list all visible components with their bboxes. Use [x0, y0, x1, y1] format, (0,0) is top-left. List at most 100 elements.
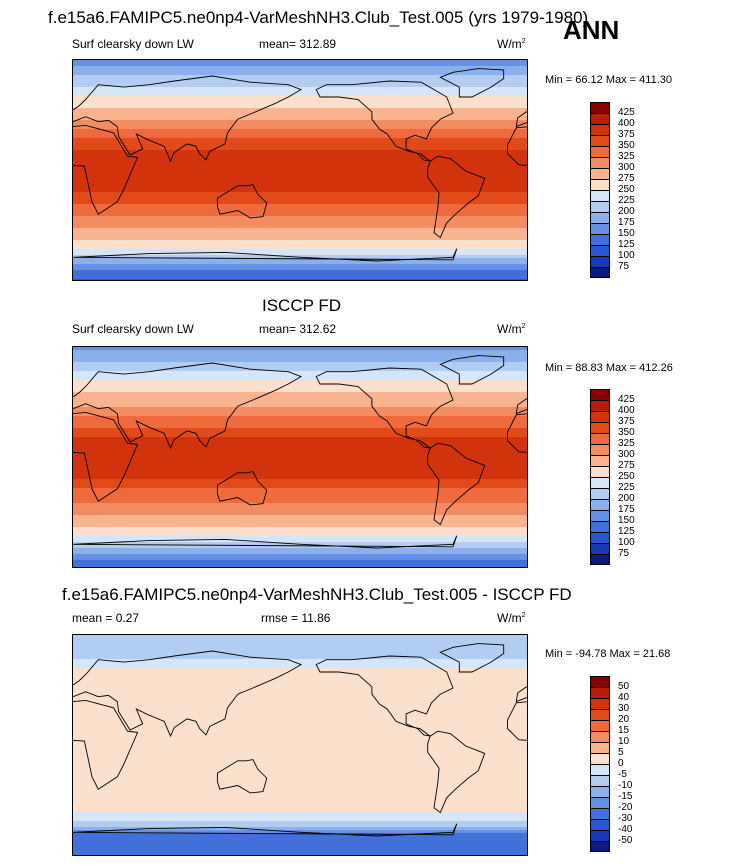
field-band [73, 821, 527, 825]
field-band [73, 542, 527, 546]
colorbar-tick-label: 400 [618, 118, 635, 129]
colorbar-cell [590, 466, 610, 477]
field-band [73, 761, 527, 765]
colorbar-tick-label: 425 [618, 394, 635, 405]
field-band [73, 437, 527, 441]
colorbar-cell [590, 422, 610, 433]
coastline [216, 184, 268, 219]
field-band [73, 479, 527, 483]
field-band [73, 186, 527, 190]
field-band [73, 270, 527, 274]
field-band [73, 377, 527, 381]
coastline [216, 759, 268, 794]
field-band [73, 201, 527, 205]
field-band [73, 452, 527, 456]
field-band [73, 824, 527, 828]
field-band [73, 279, 527, 280]
field-band [73, 839, 527, 843]
field-band [73, 353, 527, 357]
field-band [73, 671, 527, 675]
field-band [73, 668, 527, 672]
colorbar-cell [590, 764, 610, 775]
field-band [73, 78, 527, 82]
field-band [73, 635, 527, 639]
colorbar-cell [590, 201, 610, 212]
field-band [73, 401, 527, 405]
field-band [73, 398, 527, 402]
field-band [73, 150, 527, 154]
field-band [73, 551, 527, 555]
colorbar-cell [590, 488, 610, 499]
colorbar-frame [590, 102, 610, 278]
colorbar-cell [590, 830, 610, 841]
field-band [73, 192, 527, 196]
field-band [73, 830, 527, 834]
field-band [73, 258, 527, 262]
colorbar-tick-label: 300 [618, 162, 635, 173]
field-band [73, 210, 527, 214]
field-band [73, 413, 527, 417]
field-band [73, 141, 527, 145]
colorbar-tick-label: -5 [618, 769, 627, 780]
colorbar-tick-label: 325 [618, 438, 635, 449]
field-band [73, 159, 527, 163]
field-band [73, 734, 527, 738]
colorbar-tick-label: 125 [618, 239, 635, 250]
field-band [73, 347, 527, 351]
colorbar-tick-label: 200 [618, 493, 635, 504]
field-band [73, 566, 527, 567]
field-band [73, 686, 527, 690]
field-band [73, 530, 527, 534]
field-band [73, 69, 527, 73]
colorbar-tick-label: 400 [618, 405, 635, 416]
field-band [73, 674, 527, 678]
field-band [73, 797, 527, 801]
colorbar-tick-label: 175 [618, 217, 635, 228]
field-band [73, 126, 527, 130]
field-band [73, 638, 527, 642]
field-band [73, 123, 527, 127]
field-band [73, 524, 527, 528]
coastline [73, 823, 458, 837]
field-band [73, 494, 527, 498]
colorbar-tick-label: 15 [618, 725, 630, 736]
field-band [73, 120, 527, 124]
field-band [73, 222, 527, 226]
field-band [73, 755, 527, 759]
coastline [73, 650, 303, 738]
field-band [73, 548, 527, 552]
colorbar-cell [590, 245, 610, 256]
colorbar-tick-label: 425 [618, 107, 635, 118]
field-band [73, 473, 527, 477]
coastline [427, 442, 486, 526]
panel2-colorbar: 425 400 375 350 325 300 275 250 225 200 175 150 125 1… [590, 389, 635, 565]
colorbar-cell [590, 135, 610, 146]
colorbar-cell [590, 223, 610, 234]
coastline [73, 248, 458, 262]
field-band [73, 99, 527, 103]
field-band [73, 449, 527, 453]
field-band [73, 716, 527, 720]
field-band [73, 350, 527, 354]
field-band [73, 512, 527, 516]
colorbar-tick-label: 75 [618, 261, 630, 272]
coastline [507, 701, 527, 741]
field-band [73, 231, 527, 235]
colorbar-cell [590, 543, 610, 554]
field-band [73, 425, 527, 429]
field-band [73, 725, 527, 729]
field-band [73, 539, 527, 543]
colorbar-cell [590, 267, 610, 278]
colorbar-tick-label: 100 [618, 537, 635, 548]
field-band [73, 132, 527, 136]
field-band [73, 770, 527, 774]
panel3-mean: mean = 0.27 [72, 611, 140, 625]
field-band [73, 842, 527, 846]
colorbar-tick-label: 5 [618, 747, 624, 758]
coastline [507, 126, 527, 166]
field-band [73, 389, 527, 393]
colorbar-cell [590, 256, 610, 267]
coastline [315, 367, 454, 449]
field-band [73, 225, 527, 229]
field-band [73, 395, 527, 399]
